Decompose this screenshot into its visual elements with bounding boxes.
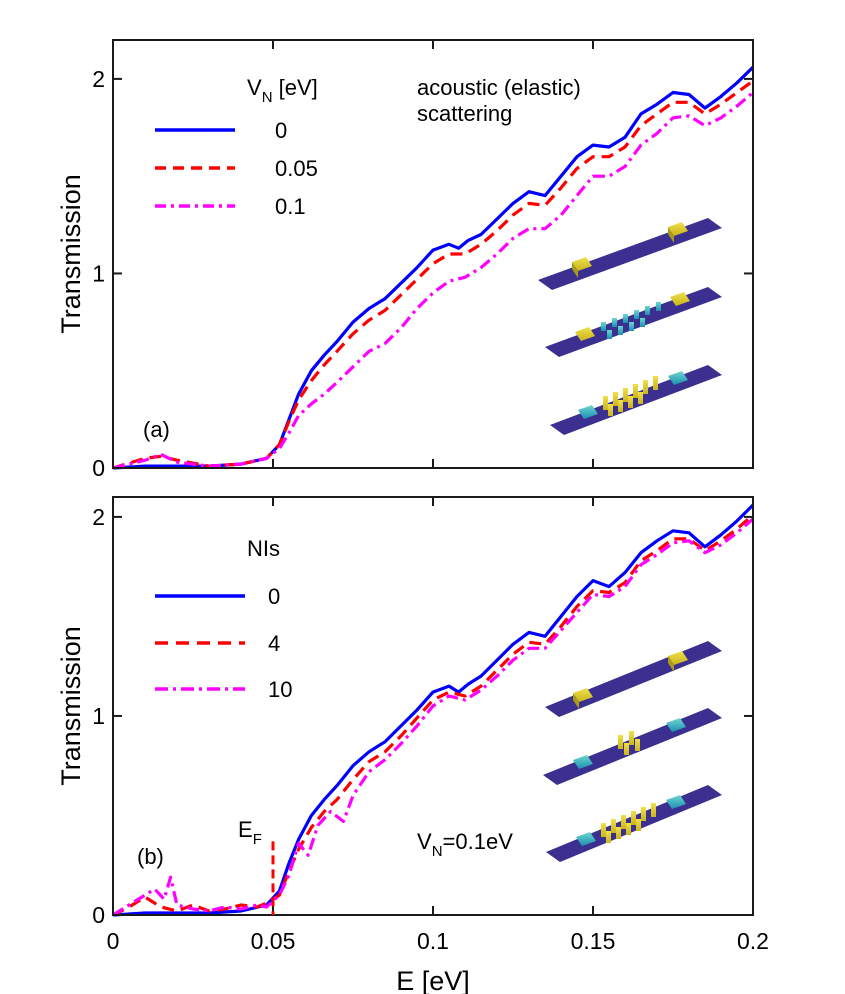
panel-a-label: (a) <box>143 417 170 442</box>
panel-b-annotation: VN=0.1eV <box>417 829 513 860</box>
panel-b-ytick-label-2: 2 <box>92 504 105 530</box>
panel-a-series-line-1 <box>112 79 754 470</box>
panel-b-legend-label-0: 0 <box>268 584 280 609</box>
panel-a-device-inset-2 <box>545 287 722 357</box>
panel-b-xtick-label-0: 0 <box>107 928 120 954</box>
panel-a-annotation-line1: acoustic (elastic) <box>417 75 581 100</box>
panel-b-legend-title: NIs <box>247 536 280 561</box>
panel-b: 0 1 2 0 0.05 0.1 0.15 0.2 Transmission E [eV] N… <box>56 496 769 994</box>
panel-b-series-line-0 <box>112 503 755 917</box>
panel-a: 0 1 2 Transmission VN [eV] 0 0.05 0.1 acou… <box>56 39 755 481</box>
panel-b-xlabel: E [eV] <box>396 966 470 994</box>
panel-b-ticks: 0 1 2 0 0.05 0.1 0.15 0.2 <box>92 497 769 954</box>
panel-a-ytick-label-2: 2 <box>92 66 105 92</box>
panel-b-ef-label: EF <box>238 817 262 848</box>
panel-b-legend: NIs 0 4 10 <box>155 536 292 702</box>
panel-b-ytick-label-1: 1 <box>92 703 105 729</box>
panel-a-ylabel: Transmission <box>56 174 86 334</box>
panel-a-legend-label-1: 0.05 <box>275 156 318 181</box>
panel-b-legend-label-2: 10 <box>268 677 292 702</box>
panel-b-series-line-1 <box>112 513 755 917</box>
panel-b-xtick-label-1: 0.05 <box>251 928 296 954</box>
panel-a-legend-label-0: 0 <box>275 118 287 143</box>
panel-a-device-inset-3 <box>550 365 722 435</box>
panel-b-ytick-label-0: 0 <box>92 902 105 928</box>
panel-a-series-line-2 <box>112 91 755 470</box>
panel-b-plot-area <box>112 503 755 917</box>
panel-a-annotation-line2: scattering <box>417 101 512 126</box>
panel-a-ytick-label-1: 1 <box>92 260 105 286</box>
panel-a-plot-area <box>112 66 755 470</box>
panel-b-xtick-label-2: 0.1 <box>417 928 449 954</box>
panel-b-device-inset-2 <box>543 708 722 785</box>
panel-b-xtick-label-3: 0.15 <box>571 928 616 954</box>
panel-a-device-inset-1 <box>538 218 722 290</box>
panel-b-xtick-label-4: 0.2 <box>737 928 769 954</box>
panel-a-series-line-0 <box>112 66 755 470</box>
panel-b-label: (b) <box>137 844 164 869</box>
panel-a-legend-title: VN [eV] <box>247 75 318 106</box>
panel-b-legend-label-1: 4 <box>268 631 280 656</box>
panel-b-ylabel: Transmission <box>56 626 86 786</box>
panel-b-device-inset-1 <box>545 641 722 717</box>
panel-b-device-inset-3 <box>546 785 722 862</box>
panel-a-legend-label-2: 0.1 <box>275 194 306 219</box>
panel-a-legend: VN [eV] 0 0.05 0.1 <box>155 75 318 219</box>
panel-a-ytick-label-0: 0 <box>92 455 105 481</box>
panel-a-ticks: 0 1 2 <box>92 40 754 481</box>
